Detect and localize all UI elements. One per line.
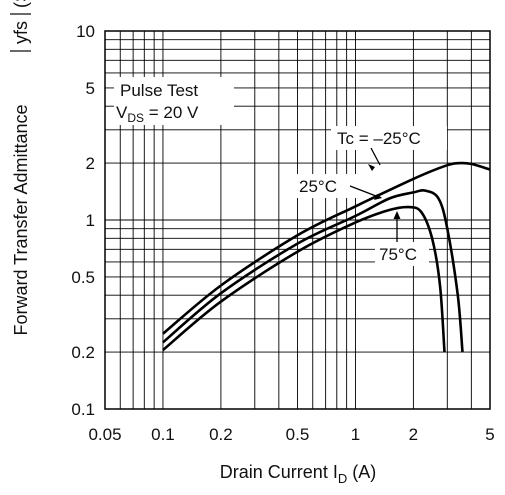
pulse-test-box [114, 77, 234, 125]
tick-labels: 0.05 0.1 0.2 0.5 1 2 5 0.1 0.2 0.5 1 2 5 10 [71, 22, 494, 444]
series-label-25c: 25°C [299, 177, 337, 196]
y-axis-title-unit: (S) [11, 0, 31, 8]
y-axis-title-main: Forward Transfer Admittance [11, 104, 31, 335]
y-tick-label: 0.1 [71, 400, 95, 419]
x-tick-label: 2 [409, 425, 418, 444]
series-label-tc-25: Tc = –25°C [337, 129, 421, 148]
pulse-test-label: Pulse Test [120, 81, 198, 100]
y-axis-title-symbol: yfs [11, 21, 31, 44]
y-tick-label: 0.5 [71, 268, 95, 287]
x-tick-label: 5 [485, 425, 494, 444]
y-tick-label: 2 [86, 154, 95, 173]
label-box-25c [295, 174, 357, 198]
x-tick-label: 0.1 [151, 425, 175, 444]
x-tick-label: 0.5 [286, 425, 310, 444]
leader-tc-25 [370, 147, 381, 166]
series-line-75c [162, 205, 446, 353]
label-box-tc-25 [331, 126, 447, 150]
vds-label: VDS = 20 V [116, 103, 199, 125]
leader-lines [349, 147, 401, 242]
annotation-backgrounds [114, 77, 447, 266]
y-tick-label: 5 [86, 79, 95, 98]
leader-25c [349, 185, 377, 197]
arrowhead-tc-25 [368, 164, 375, 171]
y-axis-title: Forward Transfer Admittance yfs (S) [10, 0, 31, 336]
series-label-75c: 75°C [379, 245, 417, 264]
y-tick-label: 1 [86, 211, 95, 230]
x-tick-label: 0.05 [88, 425, 121, 444]
series-line-25c [162, 188, 464, 353]
plot-frame [104, 30, 491, 410]
arrowhead-75c [393, 211, 401, 219]
arrowhead-25c [374, 194, 382, 200]
series-group [162, 161, 491, 353]
x-tick-label: 1 [351, 425, 360, 444]
x-tick-label: 0.2 [209, 425, 233, 444]
y-tick-label: 0.2 [71, 343, 95, 362]
label-box-75c [375, 242, 429, 266]
y-tick-label: 10 [76, 22, 95, 41]
x-axis-title: Drain Current ID (A) [220, 462, 376, 486]
series-line-tc-25 [162, 161, 491, 335]
